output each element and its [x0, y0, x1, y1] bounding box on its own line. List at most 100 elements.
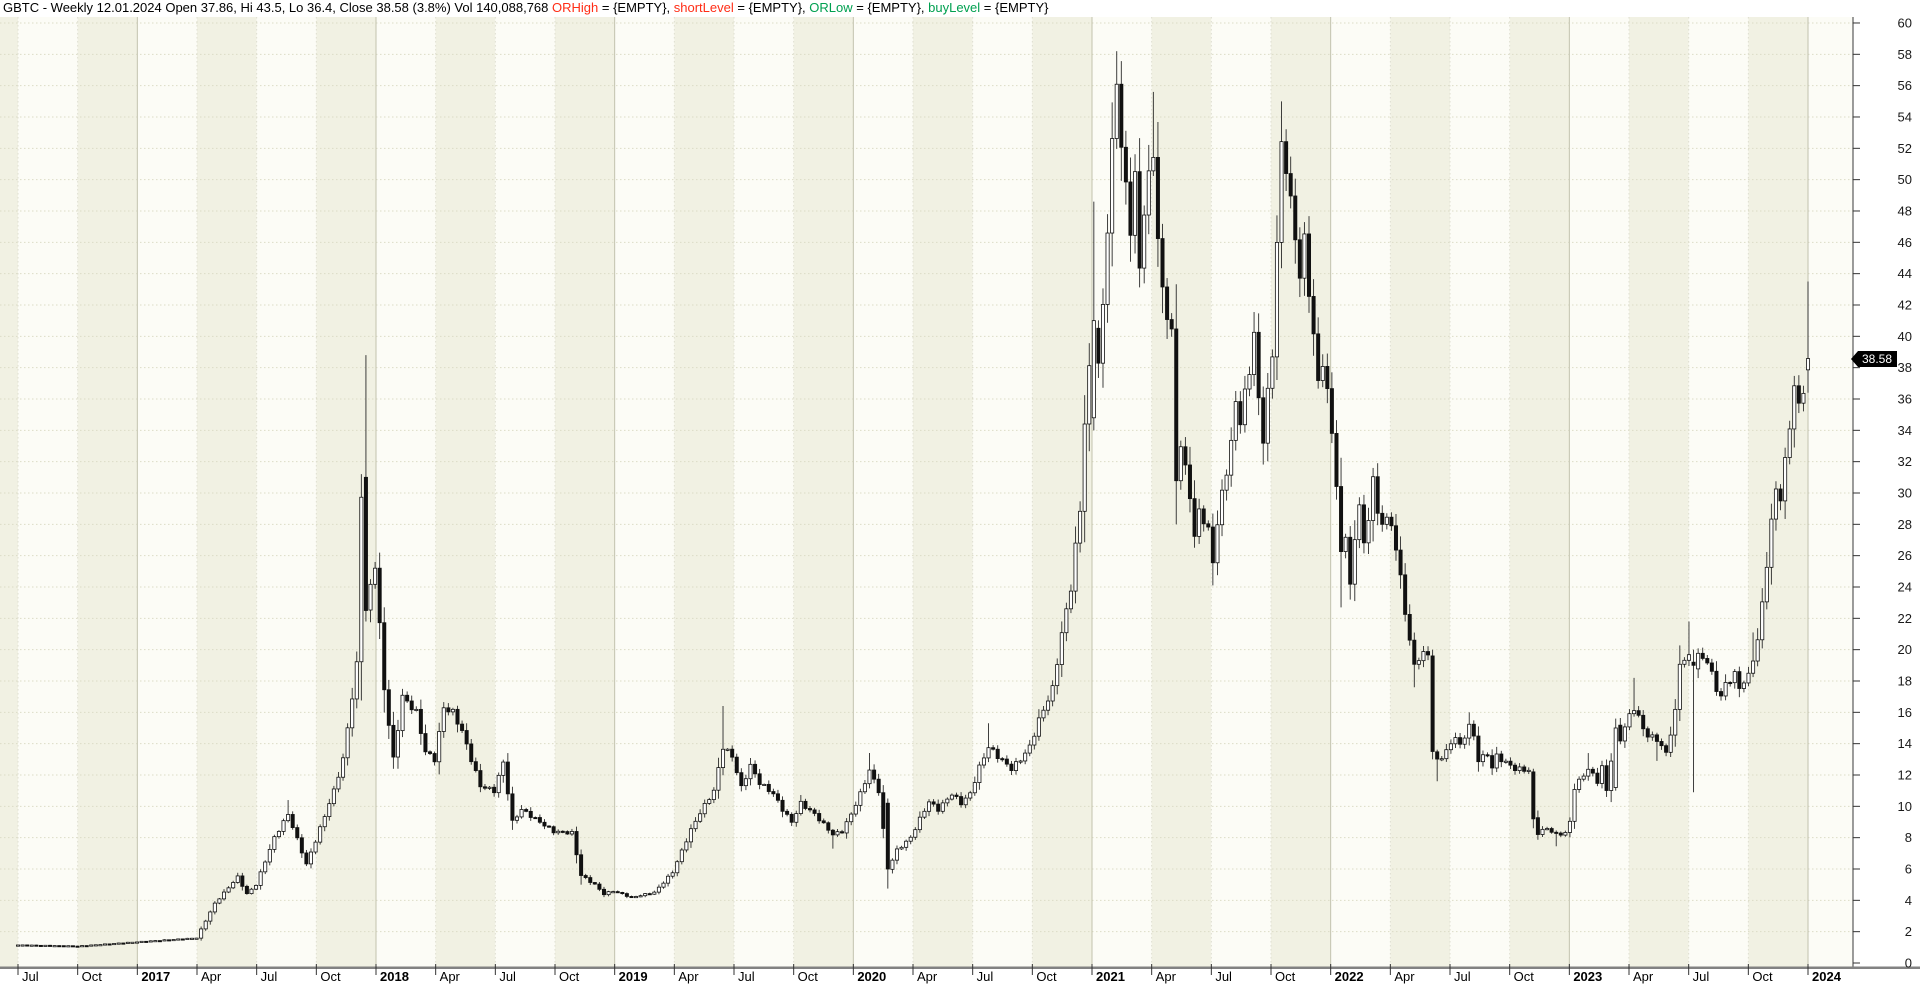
candle-body	[482, 786, 487, 789]
candle-body	[1302, 233, 1307, 279]
x-tick-label: Jul	[499, 969, 516, 984]
x-tick-label: Jul	[1215, 969, 1232, 984]
candle-body	[885, 802, 890, 870]
candle-body	[272, 836, 277, 850]
candle-body	[533, 817, 538, 820]
y-tick-label: 60	[1898, 15, 1912, 30]
candle-body	[1361, 504, 1366, 544]
candle-body	[1018, 760, 1023, 763]
candle-body	[1027, 744, 1032, 754]
header-segment-4: = {EMPTY},	[733, 0, 810, 15]
candle-body	[849, 813, 854, 823]
x-tick-label: Oct	[1036, 969, 1057, 984]
candle-body	[711, 789, 716, 801]
x-tick-label: Jul	[738, 969, 755, 984]
candle-body	[734, 756, 739, 774]
candle-body	[1334, 433, 1339, 487]
candle-body	[1599, 765, 1604, 784]
candle-body	[1320, 366, 1325, 381]
candle-body	[1650, 734, 1655, 738]
candle-body	[254, 885, 259, 890]
last-price-value: 38.58	[1862, 351, 1893, 366]
candle-body	[821, 820, 826, 824]
candle-body	[1215, 524, 1220, 564]
candle-body	[350, 698, 355, 729]
candle-body	[1558, 832, 1563, 836]
candle-body	[1252, 331, 1257, 375]
x-tick-label: Oct	[320, 969, 341, 984]
y-tick-label: 38	[1898, 360, 1912, 375]
candle-body	[1773, 488, 1778, 520]
candle-body	[894, 848, 899, 861]
candle-body	[1485, 754, 1490, 757]
x-tick-label: 2023	[1573, 969, 1602, 984]
candle-body	[1531, 771, 1536, 820]
candle-body	[1293, 195, 1298, 241]
candle-body	[1416, 660, 1421, 665]
candle-body	[400, 694, 405, 732]
candle-body	[1192, 498, 1197, 537]
x-tick-label: Jul	[261, 969, 278, 984]
candle-body	[222, 891, 227, 900]
candle-body	[858, 791, 863, 806]
candle-body	[890, 859, 895, 870]
candle-body	[1197, 508, 1202, 537]
candle-body	[354, 661, 359, 700]
candle-body	[881, 792, 886, 829]
background-stripe	[1092, 17, 1152, 968]
x-tick-label: Apr	[1156, 969, 1177, 984]
candle-body	[1632, 710, 1637, 715]
candle-body	[1439, 758, 1444, 761]
candle-body	[766, 783, 771, 792]
candle-body	[725, 748, 730, 751]
candle-body	[721, 748, 726, 768]
header-segment-3: shortLevel	[673, 0, 734, 15]
candle-body	[1307, 233, 1312, 297]
candle-body	[798, 800, 803, 814]
candle-body	[1178, 446, 1183, 482]
candle-body	[1682, 659, 1687, 665]
candle-body	[386, 689, 391, 726]
y-tick-label: 50	[1898, 172, 1912, 187]
candle-body	[391, 724, 396, 758]
candle-body	[460, 723, 465, 731]
candle-body	[52, 945, 57, 948]
candle-body	[1096, 327, 1101, 364]
y-tick-label: 10	[1898, 799, 1912, 814]
candle-body	[1705, 658, 1710, 664]
candle-body	[1403, 574, 1408, 615]
candle-body	[1499, 753, 1504, 763]
candle-body	[524, 809, 529, 812]
candle-body	[1448, 743, 1453, 751]
candle-body	[968, 792, 973, 799]
instrument-status-bar: GBTC - Weekly 12.01.2024 Open 37.86, Hi …	[3, 0, 1048, 17]
candle-body	[940, 802, 945, 812]
candle-body	[93, 944, 98, 947]
candle-body	[1503, 760, 1508, 763]
candle-body	[917, 816, 922, 831]
candle-body	[1114, 83, 1119, 139]
candle-body	[592, 882, 597, 885]
candle-body	[478, 770, 483, 788]
candle-body	[84, 945, 89, 948]
candle-body	[1375, 476, 1380, 514]
candle-body	[1046, 700, 1051, 711]
candle-body	[817, 813, 822, 822]
candle-body	[1256, 331, 1261, 399]
candle-body	[1068, 590, 1073, 610]
candle-body	[542, 821, 547, 827]
candle-body	[959, 796, 964, 806]
candle-body	[29, 944, 34, 947]
x-tick-label: Apr	[440, 969, 461, 984]
candle-body	[1627, 713, 1632, 728]
candle-body	[1105, 232, 1110, 305]
candle-body	[473, 761, 478, 771]
background-stripe	[1629, 17, 1689, 968]
candle-body	[203, 920, 208, 930]
candle-body	[634, 896, 639, 899]
candle-body	[1284, 141, 1289, 174]
candle-body	[1480, 754, 1485, 763]
candle-body	[295, 827, 300, 839]
x-tick-label: 2021	[1096, 969, 1125, 984]
